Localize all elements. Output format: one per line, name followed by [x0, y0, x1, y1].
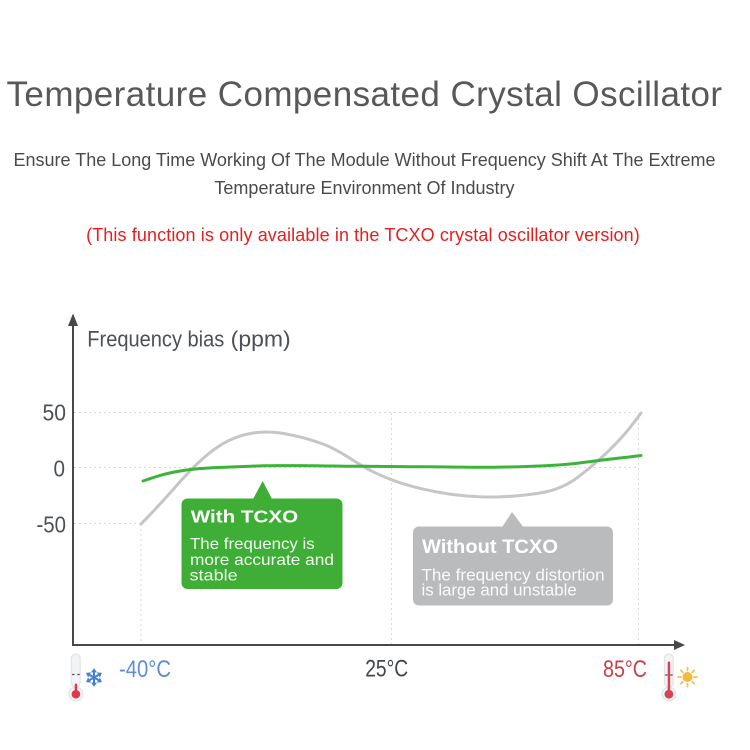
- svg-text:(ppm): (ppm): [231, 327, 291, 352]
- svg-text:more accurate and: more accurate and: [190, 550, 334, 568]
- svg-text:is large and unstable: is large and unstable: [422, 581, 577, 600]
- svg-text:25°C: 25°C: [365, 656, 408, 683]
- svg-text:85°C: 85°C: [603, 656, 647, 683]
- svg-text:50: 50: [43, 399, 67, 425]
- svg-text:The frequency is: The frequency is: [190, 536, 315, 554]
- svg-text:-50: -50: [37, 511, 67, 537]
- svg-text:-40°C: -40°C: [119, 656, 171, 683]
- svg-text:The frequency distortion: The frequency distortion: [422, 566, 605, 585]
- svg-text:With TCXO: With TCXO: [191, 507, 298, 527]
- svg-text:Frequency bias: Frequency bias: [87, 327, 224, 352]
- svg-text:0: 0: [54, 456, 66, 482]
- svg-text:Without TCXO: Without TCXO: [422, 537, 558, 558]
- svg-text:stable: stable: [190, 567, 238, 585]
